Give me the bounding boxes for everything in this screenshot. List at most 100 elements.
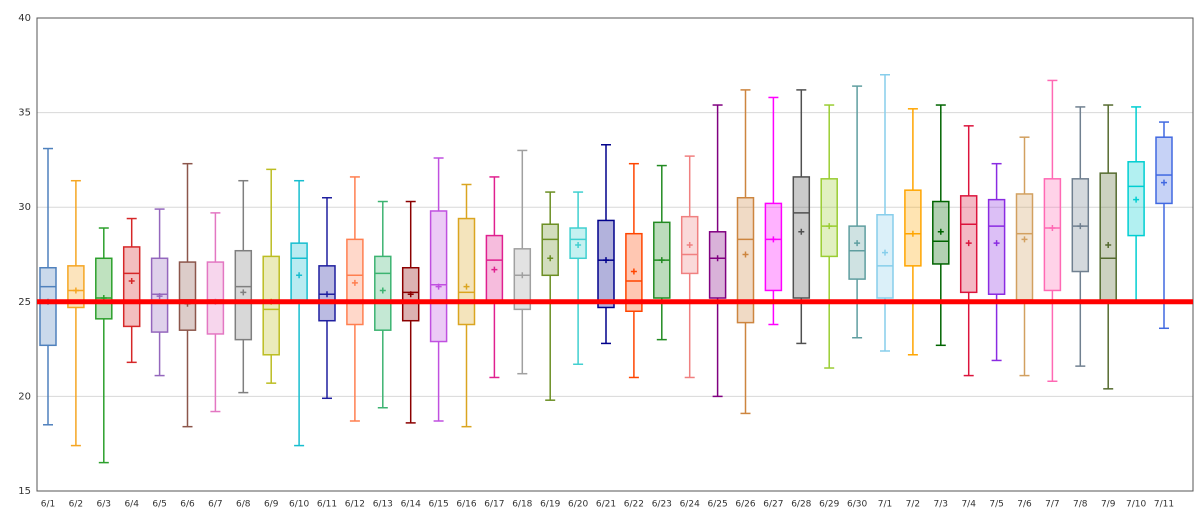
x-tick-label: 7/11 (1154, 500, 1174, 510)
box (1043, 178, 1062, 292)
box (67, 265, 85, 309)
box (792, 176, 811, 299)
mean-marker (742, 251, 749, 258)
x-tick-label: 7/2 (906, 500, 920, 510)
x-tick-label: 6/16 (456, 500, 476, 510)
mean-marker (1021, 236, 1028, 243)
mean-marker (491, 266, 498, 273)
x-tick-label: 6/15 (428, 500, 448, 510)
mean-marker (547, 255, 554, 262)
x-tick-label: 6/3 (97, 500, 111, 510)
box (848, 225, 866, 280)
mean-marker (519, 272, 526, 279)
y-tick-label: 20 (18, 391, 31, 402)
x-tick-label: 7/1 (878, 500, 892, 510)
box (178, 261, 197, 331)
box (820, 178, 838, 258)
x-tick-label: 7/7 (1045, 500, 1059, 510)
y-tick-label: 25 (18, 297, 31, 308)
x-tick-label: 7/10 (1126, 500, 1146, 510)
box (1015, 193, 1034, 301)
x-tick-label: 6/19 (540, 500, 560, 510)
x-tick-label: 6/30 (847, 500, 867, 510)
mean-marker (324, 291, 330, 298)
x-tick-label: 7/6 (1017, 500, 1032, 510)
y-tick-label: 40 (18, 13, 31, 24)
x-tick-label: 6/21 (596, 500, 616, 510)
mean-marker (1161, 179, 1167, 186)
mean-marker (128, 277, 135, 284)
x-tick-label: 6/7 (208, 500, 222, 510)
mean-marker (240, 289, 247, 296)
x-tick-label: 6/13 (373, 500, 393, 510)
mean-marker (351, 279, 358, 286)
box (262, 255, 280, 356)
mean-marker (603, 257, 609, 264)
mean-marker (1105, 242, 1112, 249)
x-tick-label: 7/4 (961, 500, 976, 510)
box (876, 214, 894, 299)
box (39, 266, 57, 347)
y-tick-label: 30 (18, 202, 31, 213)
mean-marker (435, 283, 442, 290)
box (122, 246, 141, 328)
mean-marker (630, 268, 637, 275)
x-tick-label: 6/23 (652, 500, 672, 510)
box (597, 219, 615, 309)
mean-marker (1049, 225, 1056, 232)
x-tick-label: 6/18 (512, 500, 532, 510)
box (95, 257, 113, 320)
box (1099, 172, 1117, 303)
x-tick-label: 6/5 (152, 500, 166, 510)
mean-marker (463, 283, 470, 290)
y-tick-label: 35 (18, 108, 31, 119)
x-tick-label: 6/9 (264, 500, 279, 510)
mean-marker (937, 228, 944, 235)
mean-marker (296, 272, 303, 279)
box (764, 202, 783, 292)
x-tick-label: 6/2 (69, 500, 83, 510)
box (1155, 136, 1173, 205)
x-tick-label: 6/17 (484, 500, 504, 510)
x-tick-label: 6/28 (791, 500, 811, 510)
mean-marker (575, 242, 582, 249)
box (541, 223, 559, 277)
x-tick-label: 7/9 (1101, 500, 1116, 510)
box (206, 261, 225, 335)
x-tick-label: 6/20 (568, 500, 588, 510)
x-tick-label: 7/3 (934, 500, 948, 510)
mean-marker (826, 223, 833, 230)
mean-marker (770, 236, 777, 243)
mean-marker (882, 249, 888, 256)
plot-frame (36, 17, 1194, 492)
x-tick-label: 6/27 (763, 500, 783, 510)
x-tick-label: 7/5 (989, 500, 1003, 510)
x-tick-label: 7/8 (1073, 500, 1088, 510)
mean-marker (1133, 196, 1140, 203)
mean-marker (156, 293, 163, 300)
mean-marker (379, 287, 386, 294)
x-tick-label: 6/6 (180, 500, 195, 510)
box (513, 248, 532, 311)
mean-marker (686, 242, 693, 249)
mean-marker (854, 240, 861, 247)
box (708, 231, 727, 299)
box (987, 198, 1006, 295)
x-tick-label: 6/12 (345, 500, 365, 510)
mean-marker (909, 230, 916, 237)
x-tick-label: 6/25 (707, 500, 727, 510)
mean-marker (798, 228, 805, 235)
x-tick-label: 6/26 (735, 500, 755, 510)
x-tick-label: 6/8 (236, 500, 251, 510)
box (457, 217, 476, 326)
mean-marker (993, 240, 1000, 247)
y-tick-label: 15 (18, 486, 31, 497)
box (904, 189, 922, 267)
mean-marker (714, 255, 721, 262)
mean-marker (965, 240, 972, 247)
x-tick-label: 6/22 (624, 500, 644, 510)
x-tick-label: 6/1 (41, 500, 55, 510)
box (429, 210, 448, 343)
mean-marker (658, 257, 665, 264)
